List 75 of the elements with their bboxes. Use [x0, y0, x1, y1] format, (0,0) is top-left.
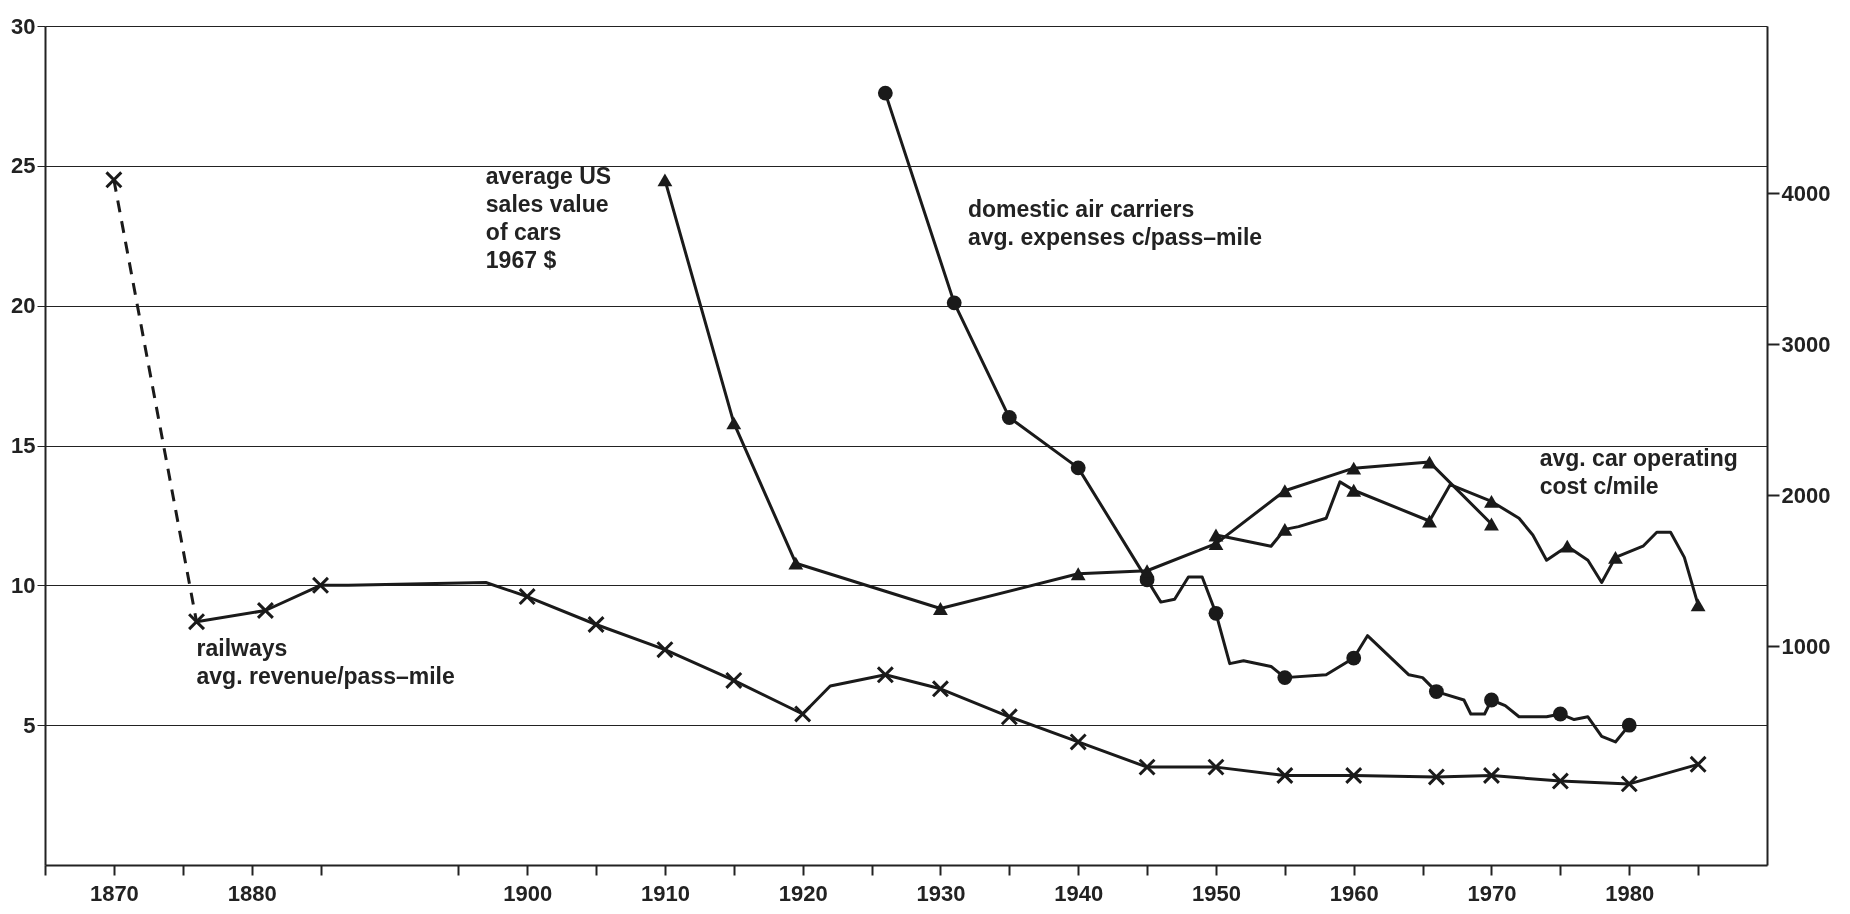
- point: [788, 556, 804, 570]
- point: [1689, 755, 1708, 774]
- point: [656, 640, 674, 659]
- point: [793, 705, 812, 723]
- point: [1551, 772, 1570, 791]
- y-tick-label: 20: [11, 293, 36, 319]
- point: [657, 173, 673, 187]
- x-tick-label: 1980: [1605, 880, 1655, 906]
- point: [877, 85, 893, 101]
- annotation: domestic air carriers avg. expenses c/pass–mile: [967, 196, 1263, 251]
- annotation: railways avg. revenue/pass–mile: [196, 635, 455, 690]
- y2-tick-label: 4000: [1781, 181, 1831, 206]
- point: [1552, 706, 1568, 722]
- point: [1138, 758, 1156, 777]
- x-tick-label: 1960: [1329, 880, 1379, 906]
- point: [1070, 460, 1086, 476]
- x-tick-label: 1970: [1467, 880, 1517, 906]
- x-tick-label: 1930: [916, 880, 966, 906]
- y-tick-label: 5: [23, 712, 36, 738]
- x-tick-label: 1910: [640, 880, 690, 906]
- point: [1422, 514, 1437, 528]
- point: [1427, 767, 1446, 786]
- point: [187, 612, 206, 631]
- point: [1139, 564, 1155, 578]
- point: [1484, 692, 1499, 708]
- annotation: average US sales value of cars 1967 $: [485, 162, 612, 273]
- point: [1001, 410, 1017, 425]
- x-tick-label: 1900: [503, 880, 553, 906]
- point: [1428, 684, 1444, 700]
- point: [311, 576, 330, 595]
- point: [1346, 650, 1362, 666]
- point: [1207, 758, 1225, 777]
- point: [724, 671, 743, 690]
- point: [1484, 495, 1499, 508]
- point: [1620, 774, 1639, 793]
- point: [1346, 483, 1362, 497]
- point: [876, 665, 895, 684]
- y2-tick-label: 3000: [1781, 331, 1831, 357]
- point: [256, 601, 275, 620]
- point: [1277, 522, 1293, 536]
- y2-tick-label: 2000: [1781, 482, 1831, 508]
- point: [1000, 707, 1019, 726]
- point: [518, 587, 537, 606]
- point: [1608, 550, 1623, 564]
- point: [931, 679, 950, 698]
- point: [946, 295, 962, 311]
- point: [1277, 670, 1293, 686]
- y-tick-label: 25: [11, 153, 36, 179]
- x-tick-label: 1940: [1054, 880, 1104, 906]
- y-tick-label: 30: [11, 13, 36, 39]
- point: [1690, 598, 1706, 612]
- point: [587, 615, 605, 634]
- x-tick-label: 1920: [778, 880, 828, 906]
- point: [726, 416, 742, 430]
- x-tick-label: 1950: [1191, 880, 1241, 906]
- point: [1482, 766, 1501, 785]
- annotation: avg. car operating cost c/mile: [1539, 445, 1738, 500]
- x-tick-label: 1870: [89, 880, 139, 906]
- point: [1559, 539, 1575, 553]
- y-tick-label: 10: [11, 572, 36, 598]
- point: [1275, 766, 1294, 785]
- point: [1422, 455, 1437, 469]
- x-tick-label: 1880: [227, 880, 277, 906]
- point: [104, 170, 123, 189]
- point: [1344, 766, 1363, 785]
- point: [933, 602, 948, 615]
- point: [1346, 461, 1362, 475]
- point: [1069, 733, 1088, 751]
- y-tick-label: 15: [11, 433, 36, 458]
- point: [1277, 484, 1293, 498]
- point: [1070, 567, 1086, 581]
- point: [1484, 517, 1499, 531]
- y2-tick-label: 1000: [1781, 633, 1831, 659]
- point: [1621, 717, 1637, 733]
- point: [1208, 605, 1224, 621]
